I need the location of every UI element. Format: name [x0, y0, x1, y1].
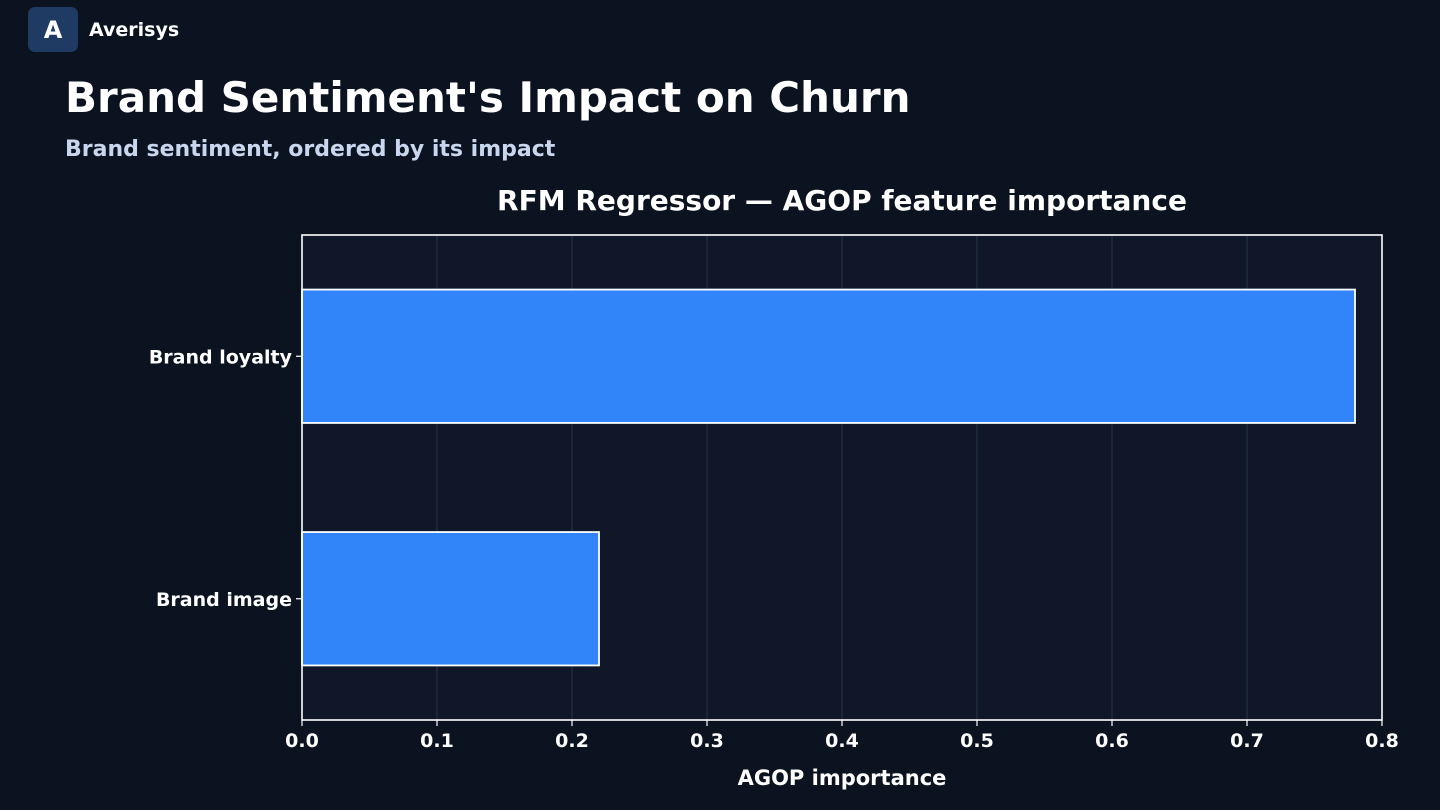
y-axis-ticks: Brand loyalty Brand image: [149, 346, 302, 611]
y-tick-label: Brand image: [156, 589, 292, 611]
x-axis-ticks: 0.0 0.1 0.2 0.3 0.4 0.5 0.6 0.7 0.8: [285, 720, 1399, 752]
bar: [301, 531, 600, 667]
x-tick-label: 0.1: [420, 730, 454, 752]
x-tick-label: 0.5: [960, 730, 994, 752]
bar: [301, 288, 1356, 424]
x-tick-label: 0.8: [1365, 730, 1399, 752]
bars: [301, 288, 1356, 667]
chart-title: RFM Regressor — AGOP feature importance: [497, 184, 1187, 217]
brand-name: Averisys: [89, 18, 180, 41]
x-tick-label: 0.3: [690, 730, 724, 752]
page-subtitle: Brand sentiment, ordered by its impact: [65, 137, 556, 162]
x-tick-label: 0.4: [825, 730, 859, 752]
x-tick-label: 0.2: [555, 730, 589, 752]
logo-badge: A: [28, 7, 78, 52]
brand: A Averisys: [28, 7, 179, 52]
page-title: Brand Sentiment's Impact on Churn: [65, 73, 911, 122]
x-axis-label: AGOP importance: [738, 766, 947, 790]
x-tick-label: 0.6: [1095, 730, 1129, 752]
x-tick-label: 0.0: [285, 730, 319, 752]
x-tick-label: 0.7: [1230, 730, 1264, 752]
y-tick-label: Brand loyalty: [149, 346, 293, 368]
